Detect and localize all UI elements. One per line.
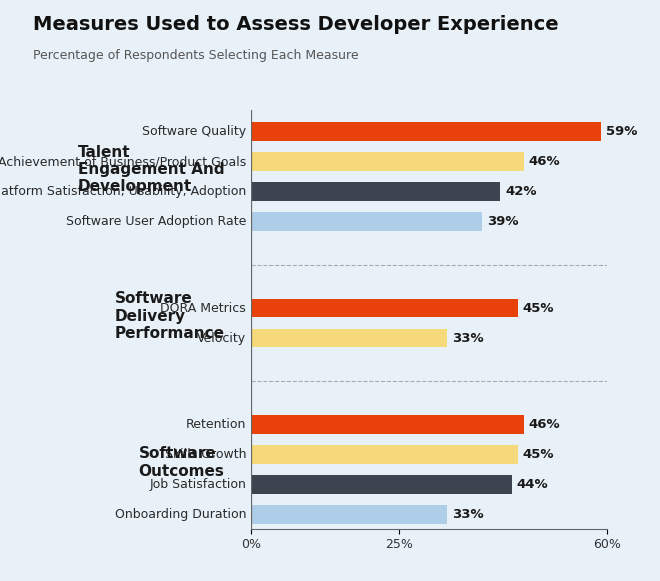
Bar — [251, 299, 518, 317]
Text: Onboarding Duration: Onboarding Duration — [115, 508, 246, 521]
Text: Achievement of Business/Product Goals: Achievement of Business/Product Goals — [0, 155, 246, 168]
Text: 45%: 45% — [523, 448, 554, 461]
Text: Software Quality: Software Quality — [142, 125, 246, 138]
Bar — [251, 415, 524, 434]
Text: Software
Delivery
Performance: Software Delivery Performance — [114, 291, 224, 341]
Text: 39%: 39% — [487, 215, 519, 228]
Text: Tools/Platform Satisfaction, Usability, Adoption: Tools/Platform Satisfaction, Usability, … — [0, 185, 246, 198]
Bar — [251, 182, 500, 201]
Text: 42%: 42% — [505, 185, 537, 198]
Bar — [251, 505, 447, 523]
Bar — [251, 475, 512, 494]
Text: Software User Adoption Rate: Software User Adoption Rate — [66, 215, 246, 228]
Bar — [251, 213, 482, 231]
Text: 33%: 33% — [451, 508, 483, 521]
Text: 33%: 33% — [451, 332, 483, 345]
Bar — [251, 123, 601, 141]
Bar — [251, 152, 524, 171]
Text: 45%: 45% — [523, 302, 554, 314]
Bar — [251, 329, 447, 347]
Text: 46%: 46% — [529, 418, 560, 431]
Text: Job Satisfaction: Job Satisfaction — [149, 478, 246, 491]
Text: 59%: 59% — [606, 125, 638, 138]
Bar — [251, 446, 518, 464]
Text: Measures Used to Assess Developer Experience: Measures Used to Assess Developer Experi… — [33, 15, 558, 34]
Text: Percentage of Respondents Selecting Each Measure: Percentage of Respondents Selecting Each… — [33, 49, 358, 62]
Text: Velocity: Velocity — [197, 332, 246, 345]
Text: Retention: Retention — [185, 418, 246, 431]
Text: 46%: 46% — [529, 155, 560, 168]
Text: DORA Metrics: DORA Metrics — [160, 302, 246, 314]
Text: 44%: 44% — [517, 478, 548, 491]
Text: Skills Growth: Skills Growth — [164, 448, 246, 461]
Text: Software
Outcomes: Software Outcomes — [139, 446, 224, 479]
Text: Talent
Engagement And
Development: Talent Engagement And Development — [78, 145, 224, 195]
